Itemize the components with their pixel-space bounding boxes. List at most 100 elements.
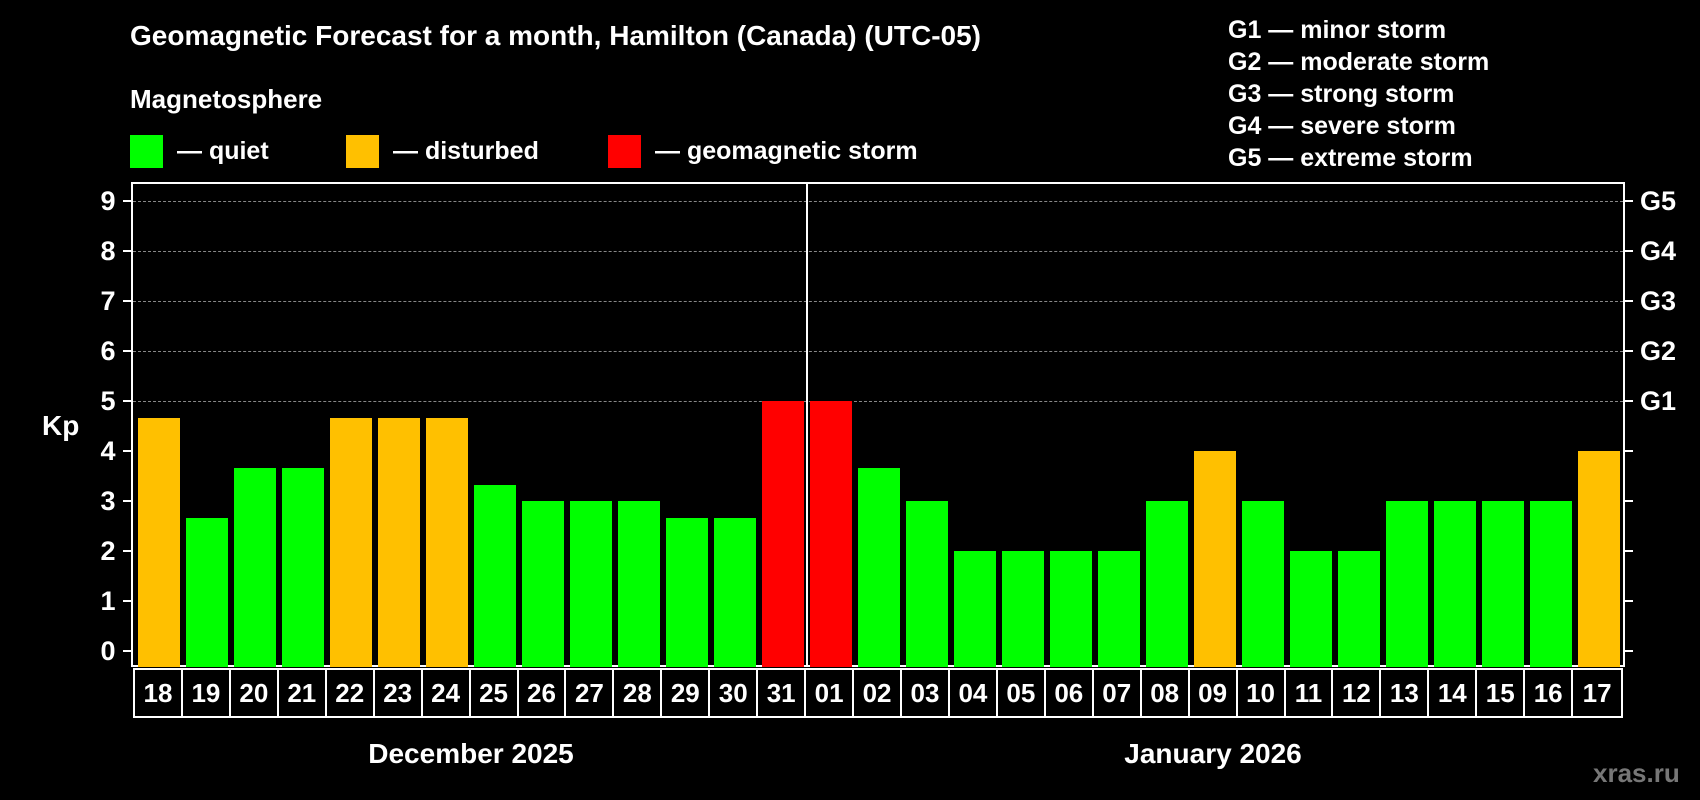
- date-label: 16: [1525, 670, 1574, 716]
- g-level-label: G2: [1640, 336, 1677, 366]
- y-tick: [123, 500, 131, 502]
- date-label: 02: [854, 670, 902, 716]
- y-tick-right: [1625, 500, 1633, 502]
- kp-bar: [330, 417, 372, 667]
- kp-bar: [810, 401, 852, 667]
- y-tick: [123, 650, 131, 652]
- y-tick-right: [1625, 250, 1633, 252]
- date-label: 29: [662, 670, 711, 716]
- kp-bar: [762, 401, 804, 667]
- y-tick-right: [1625, 350, 1633, 352]
- kp-bar: [1098, 551, 1140, 667]
- date-label: 27: [566, 670, 615, 716]
- date-label: 15: [1477, 670, 1526, 716]
- y-tick: [123, 450, 131, 452]
- storm-scale-legend: G1 — minor storm G2 — moderate storm G3 …: [1228, 14, 1489, 174]
- kp-bar: [474, 484, 516, 667]
- date-label: 05: [998, 670, 1046, 716]
- y-tick: [123, 200, 131, 202]
- y-tick-label: 7: [100, 286, 116, 316]
- y-tick: [123, 400, 131, 402]
- legend-quiet: — quiet: [130, 135, 269, 168]
- y-tick: [123, 600, 131, 602]
- date-label: 30: [710, 670, 759, 716]
- y-tick-label: 5: [100, 386, 116, 416]
- date-label: 09: [1190, 670, 1238, 716]
- y-tick-right: [1625, 650, 1633, 652]
- magnetosphere-label: Magnetosphere: [130, 84, 323, 114]
- date-label: 24: [423, 670, 471, 716]
- legend-storm-label: — geomagnetic storm: [655, 137, 918, 165]
- date-label: 23: [375, 670, 423, 716]
- y-tick-label: 1: [100, 586, 116, 616]
- y-tick-right: [1625, 550, 1633, 552]
- date-label: 26: [519, 670, 567, 716]
- date-label: 08: [1142, 670, 1190, 716]
- kp-bar: [1338, 551, 1380, 667]
- date-label: 18: [135, 670, 183, 716]
- gridline: [133, 301, 1623, 302]
- gridline: [133, 251, 1623, 252]
- date-label: 20: [231, 670, 279, 716]
- date-label: 10: [1238, 670, 1286, 716]
- y-tick-right: [1625, 300, 1633, 302]
- kp-bar: [906, 501, 948, 667]
- g-level-label: G1: [1640, 386, 1677, 416]
- kp-bar: [1242, 501, 1284, 667]
- y-tick: [123, 350, 131, 352]
- y-tick: [123, 250, 131, 252]
- date-label: 06: [1046, 670, 1094, 716]
- y-tick-right: [1625, 600, 1633, 602]
- month-label-january: January 2026: [1124, 738, 1302, 769]
- month-label-december: December 2025: [368, 738, 574, 769]
- g-level-label: G4: [1640, 236, 1677, 266]
- gridline: [133, 201, 1623, 202]
- legend-disturbed: — disturbed: [346, 135, 539, 168]
- kp-bar: [234, 467, 276, 667]
- kp-bar: [570, 501, 612, 667]
- date-label: 03: [902, 670, 950, 716]
- kp-bar: [426, 417, 468, 667]
- kp-bar: [618, 501, 660, 667]
- y-tick-label: 6: [100, 336, 116, 366]
- kp-bar: [522, 501, 564, 667]
- date-label: 07: [1094, 670, 1142, 716]
- kp-bar: [1146, 501, 1188, 667]
- disturbed-swatch: [346, 135, 379, 168]
- legend-storm: — geomagnetic storm: [608, 135, 918, 168]
- date-label: 22: [327, 670, 375, 716]
- kp-bar: [282, 467, 324, 667]
- y-tick-label: 4: [100, 436, 116, 466]
- date-label: 01: [806, 670, 855, 716]
- y-tick-label: 2: [100, 536, 116, 566]
- y-tick: [123, 550, 131, 552]
- g5-desc: G5 — extreme storm: [1228, 144, 1473, 172]
- month-separator: [806, 182, 808, 667]
- g-level-label: G3: [1640, 286, 1677, 316]
- date-axis: 18 19 20 21 22 23 24 25 26 27 28 29 30 31 01 02 03 04 05 06…: [133, 668, 1623, 718]
- chart-title: Geomagnetic Forecast for a month, Hamilt…: [130, 20, 981, 51]
- g3-desc: G3 — strong storm: [1228, 80, 1455, 108]
- date-label: 19: [183, 670, 231, 716]
- y-tick-label: 0: [100, 636, 116, 666]
- date-label: 17: [1582, 677, 1612, 708]
- date-label: 14: [1429, 670, 1478, 716]
- kp-bar: [1002, 551, 1044, 667]
- legend-disturbed-label: — disturbed: [393, 137, 539, 165]
- date-label: 13: [1381, 670, 1430, 716]
- kp-bar: [714, 517, 756, 667]
- y-tick: [123, 300, 131, 302]
- kp-bar: [1386, 501, 1428, 667]
- date-label: 31: [758, 670, 807, 716]
- kp-bar: [1482, 501, 1524, 667]
- y-tick-label: 3: [100, 486, 116, 516]
- date-label: 04: [950, 670, 998, 716]
- kp-bar: [1530, 501, 1572, 667]
- storm-swatch: [608, 135, 641, 168]
- y-tick-label: 9: [100, 186, 116, 216]
- kp-bar: [858, 467, 900, 667]
- watermark: xras.ru: [1593, 758, 1680, 788]
- g2-desc: G2 — moderate storm: [1228, 48, 1490, 76]
- date-label: 12: [1333, 670, 1382, 716]
- date-label: 11: [1286, 670, 1334, 716]
